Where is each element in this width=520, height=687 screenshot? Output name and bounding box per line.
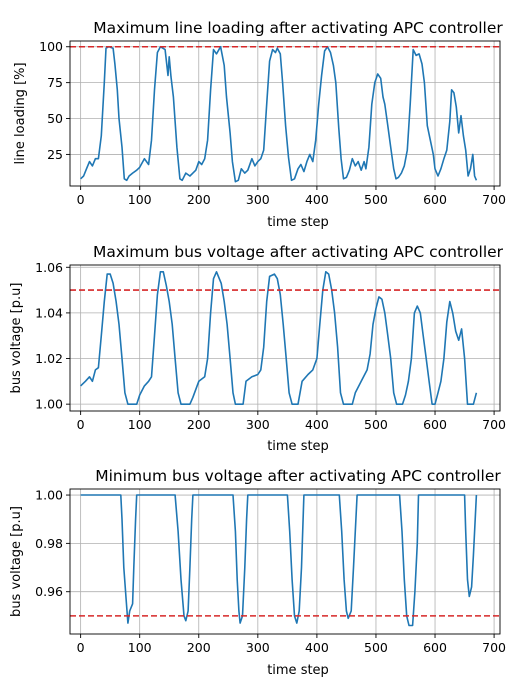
x-tick-label: 600	[423, 192, 447, 207]
subplot-3: 0 100 200 300 400 500 600 700 0.96 0.98 1.00 Minimu…	[9, 467, 506, 678]
x-tick-label: 200	[187, 192, 211, 207]
chart-title: Maximum line loading after activating AP…	[93, 19, 503, 37]
y-tick-label: 0.98	[35, 536, 63, 551]
x-tick-label: 600	[423, 640, 447, 655]
subplot-2: 0 100 200 300 400 500 600 700 1.00 1.02 1.04 1.06 Ma…	[9, 243, 506, 454]
y-axis-label: line loading [%]	[13, 62, 28, 164]
x-tick-label: 300	[246, 640, 270, 655]
y-tick-label: 0.96	[35, 584, 63, 599]
axes-frame	[69, 488, 501, 635]
x-tick-label: 400	[305, 417, 329, 432]
chart-title: Maximum bus voltage after activating APC…	[93, 243, 504, 261]
y-tick-label: 1.00	[35, 397, 63, 412]
x-tick-label: 400	[305, 192, 329, 207]
x-axis-label: time step	[267, 663, 329, 678]
x-tick-label: 700	[482, 417, 506, 432]
subplot-1: 0 100 200 300 400 500 600 700 25 50 75 100 Maximum l…	[13, 19, 506, 230]
x-tick-label: 500	[364, 192, 388, 207]
x-tick-label: 500	[364, 640, 388, 655]
series-line	[80, 271, 478, 405]
y-tick-label: 1.02	[35, 351, 63, 366]
x-tick-label: 200	[187, 417, 211, 432]
x-tick-label: 700	[482, 192, 506, 207]
x-tick-label: 600	[423, 417, 447, 432]
y-tick-label: 1.06	[35, 260, 63, 275]
chart-title: Minimum bus voltage after activating APC…	[95, 467, 501, 485]
series-line	[80, 45, 478, 183]
y-tick-label: 1.00	[35, 488, 63, 503]
series-line	[80, 494, 478, 627]
x-tick-label: 300	[246, 192, 270, 207]
axes-frame	[69, 264, 501, 412]
x-axis-label: time step	[267, 439, 329, 454]
y-tick-label: 75	[47, 75, 63, 90]
x-tick-label: 400	[305, 640, 329, 655]
x-tick-label: 500	[364, 417, 388, 432]
y-tick-label: 50	[47, 111, 63, 126]
x-tick-label: 100	[128, 417, 152, 432]
x-tick-label: 200	[187, 640, 211, 655]
x-tick-label: 0	[77, 640, 85, 655]
y-axis-label: bus voltage [p.u]	[9, 506, 24, 617]
y-tick-label: 100	[39, 39, 63, 54]
x-axis-label: time step	[267, 215, 329, 230]
y-tick-label: 25	[47, 147, 63, 162]
axes-frame	[69, 40, 501, 187]
x-tick-label: 100	[128, 640, 152, 655]
x-tick-label: 100	[128, 192, 152, 207]
x-tick-label: 700	[482, 640, 506, 655]
x-tick-label: 0	[77, 417, 85, 432]
y-axis-label: bus voltage [p.u]	[9, 283, 24, 394]
x-tick-label: 300	[246, 417, 270, 432]
x-tick-label: 0	[77, 192, 85, 207]
y-tick-label: 1.04	[35, 305, 63, 320]
